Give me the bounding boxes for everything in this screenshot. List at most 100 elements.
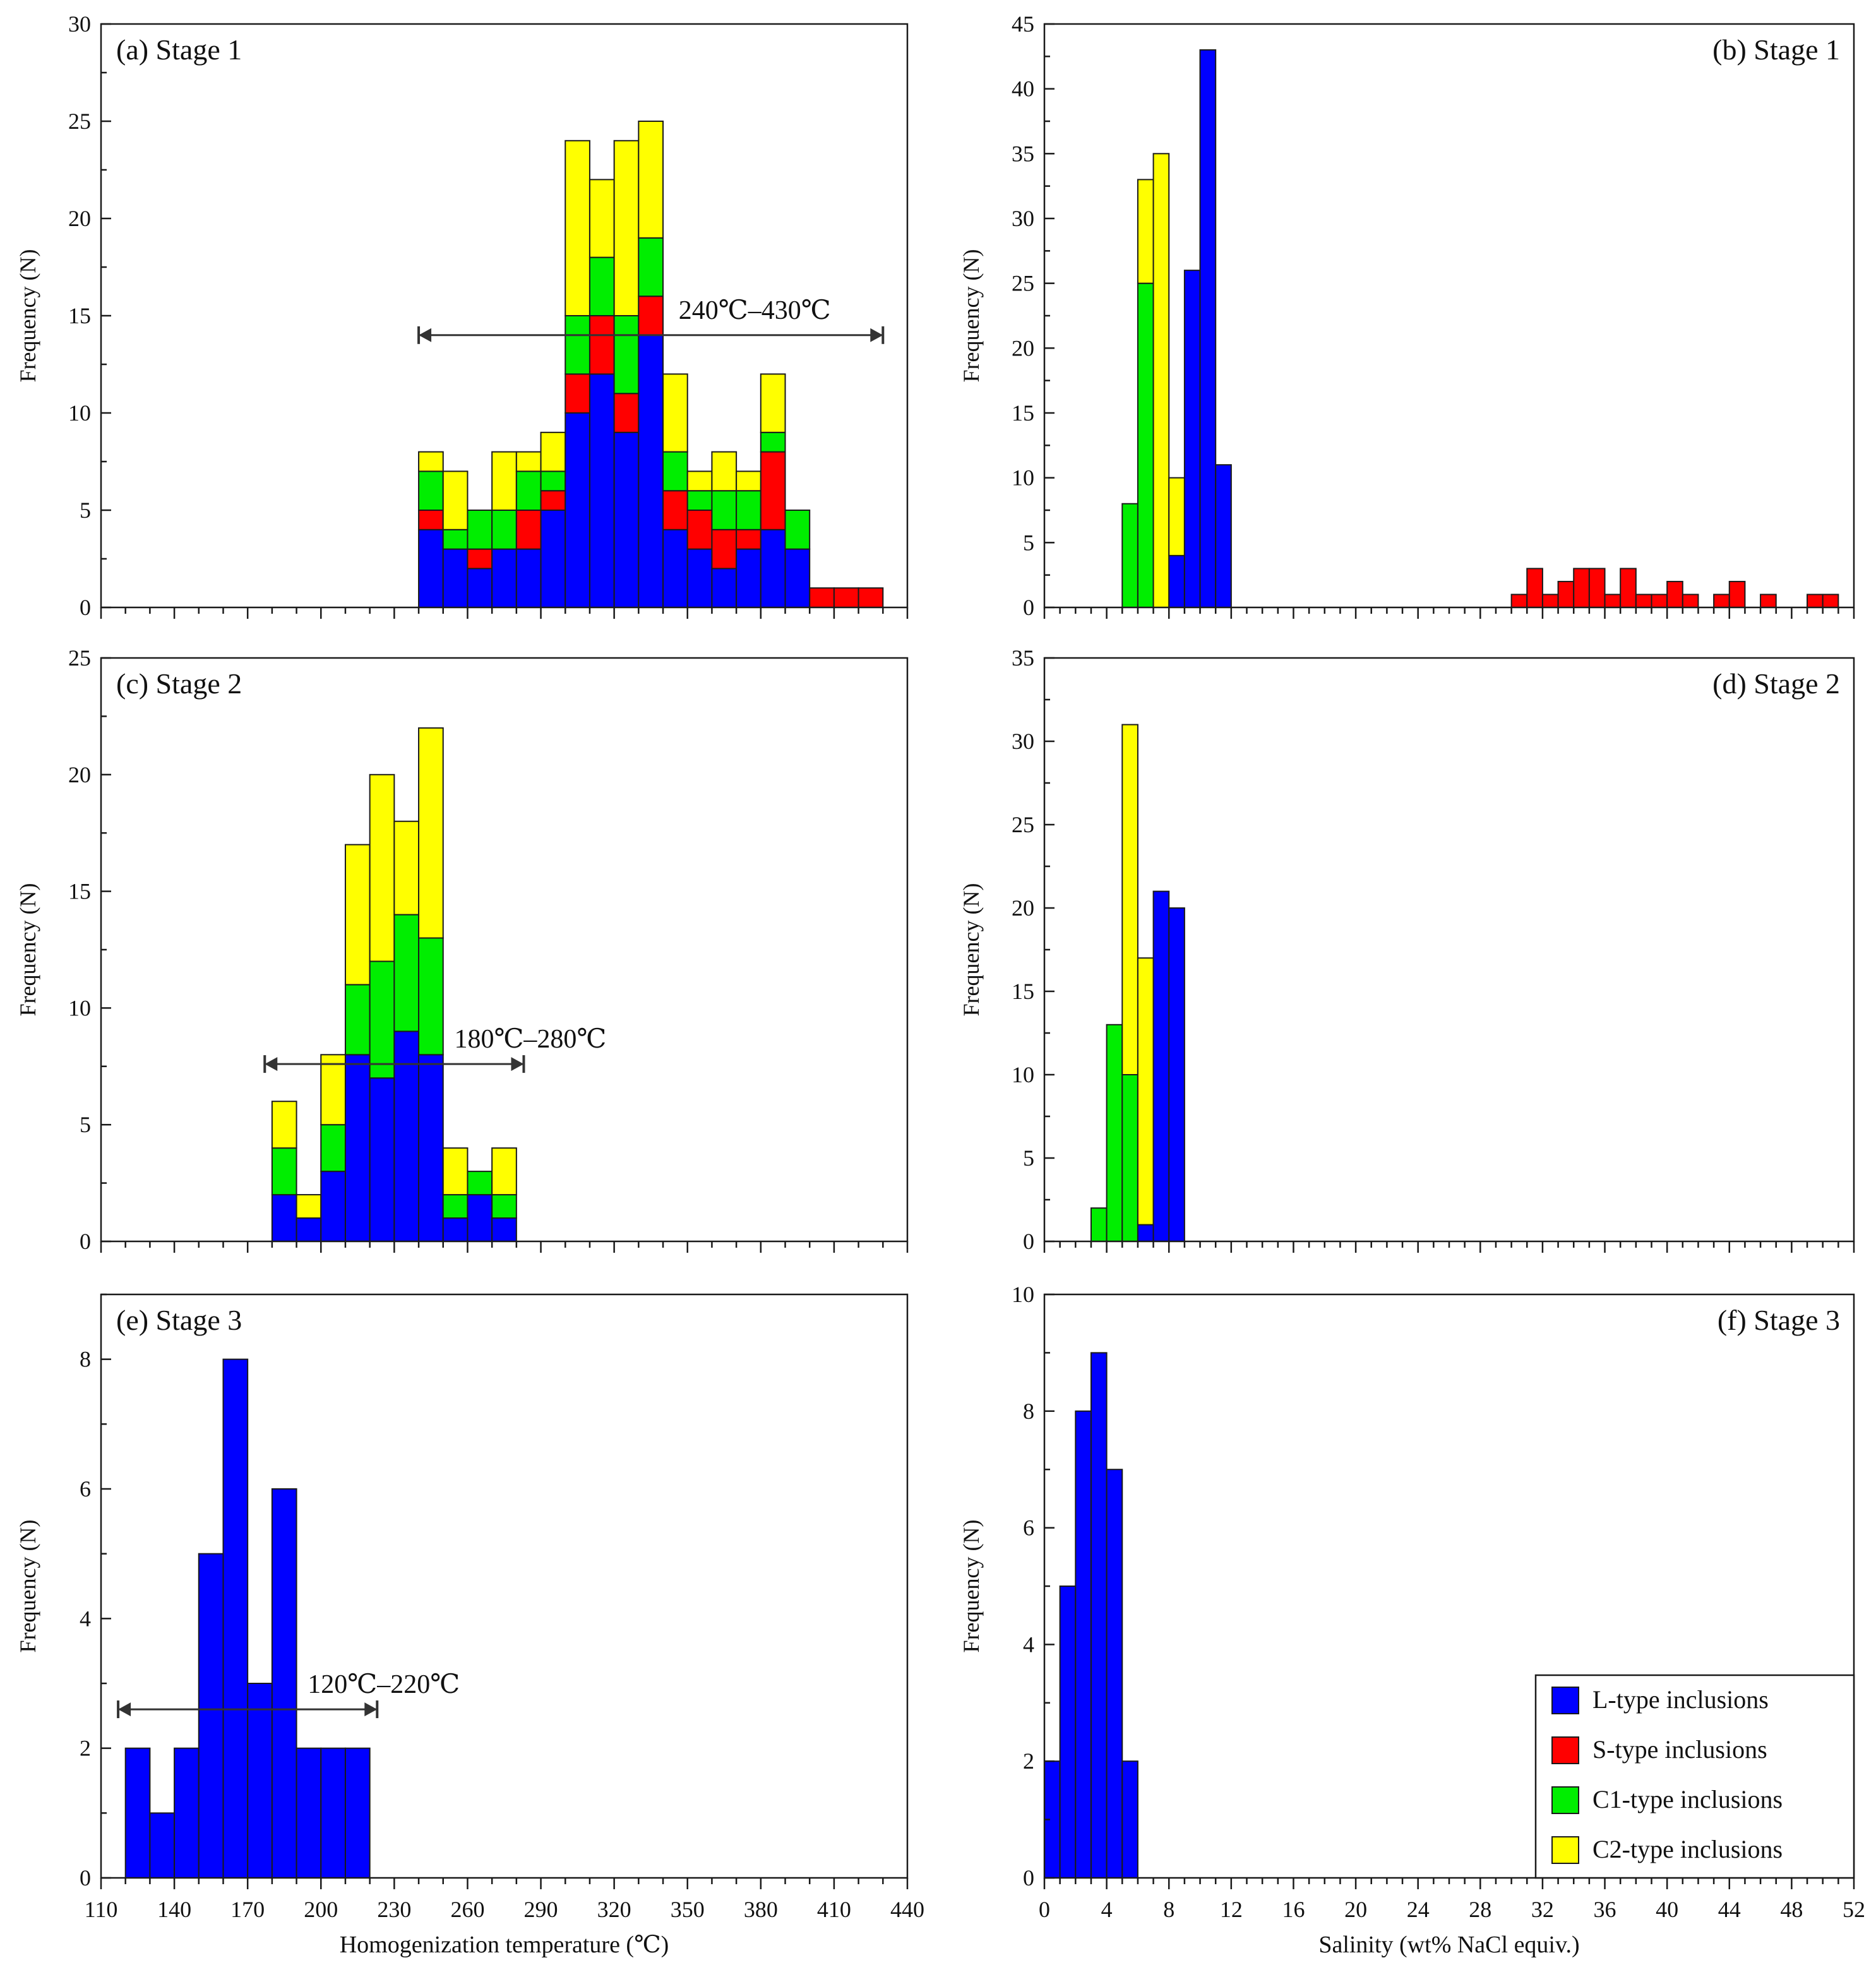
bar-b-40-S — [1666, 580, 1683, 609]
legend-swatch — [1551, 1687, 1579, 1714]
x-tick-label: 44 — [1718, 1897, 1741, 1922]
y-tick-label: 40 — [1012, 76, 1034, 102]
x-tick-label: 20 — [1344, 1897, 1367, 1922]
y-tick-label: 0 — [1023, 1229, 1034, 1254]
legend-label: L-type inclusions — [1592, 1685, 1769, 1714]
legend-label: C1-type inclusions — [1592, 1785, 1783, 1813]
bar-f-3-L — [1090, 1352, 1108, 1878]
legend-item: L-type inclusions — [1551, 1685, 1769, 1714]
arrow-left-icon — [118, 1702, 131, 1717]
panel-label: (f) Stage 3 — [1718, 1304, 1840, 1336]
bar-a-400-S — [809, 587, 835, 609]
y-tick-label: 10 — [1012, 465, 1034, 491]
y-tick-label: 4 — [1023, 1632, 1034, 1657]
panel-label: (d) Stage 2 — [1712, 667, 1840, 700]
bar-c-270-C2 — [491, 1147, 517, 1196]
y-tick-label: 0 — [80, 1865, 91, 1890]
bar-a-360-C2 — [711, 451, 738, 492]
bar-e-210-L — [344, 1747, 371, 1879]
arrow-left-icon — [265, 1057, 278, 1072]
bar-e-140-L — [174, 1747, 200, 1879]
arrow-right-icon — [870, 328, 883, 342]
bar-c-260-L — [467, 1194, 493, 1242]
bar-b-44-S — [1728, 580, 1746, 609]
bar-a-260-C1 — [467, 510, 493, 550]
bar-c-180-L — [271, 1194, 297, 1242]
bar-a-310-C1 — [588, 256, 615, 317]
bar-d-5-C2 — [1121, 724, 1138, 1075]
x-tick-label: 440 — [890, 1897, 924, 1922]
bar-c-200-C2 — [320, 1054, 346, 1126]
y-tick-label: 35 — [1012, 141, 1034, 166]
bar-a-270-C1 — [491, 510, 517, 550]
y-tick-label: 8 — [1023, 1399, 1034, 1424]
bar-a-310-S — [588, 315, 615, 375]
bar-a-250-C2 — [442, 470, 469, 530]
bar-a-270-L — [491, 548, 517, 608]
bar-f-2-L — [1075, 1410, 1092, 1879]
bar-a-360-L — [711, 568, 738, 609]
y-tick-label: 45 — [1012, 11, 1034, 37]
bar-a-280-C2 — [515, 451, 542, 472]
range-annotation: 240℃–430℃ — [417, 296, 885, 344]
bar-a-320-C1 — [613, 315, 640, 395]
legend-item: C2-type inclusions — [1551, 1835, 1783, 1864]
y-tick-label: 25 — [1012, 812, 1034, 837]
x-tick-label: 230 — [377, 1897, 411, 1922]
bar-a-240-S — [418, 510, 444, 530]
bar-e-200-L — [320, 1747, 346, 1879]
range-annotation-label: 180℃–280℃ — [454, 1025, 606, 1054]
legend-swatch — [1551, 1836, 1579, 1864]
x-tick-label: 36 — [1594, 1897, 1616, 1922]
y-tick-label: 30 — [1012, 729, 1034, 754]
bar-e-150-L — [198, 1553, 224, 1879]
x-tick-label: 140 — [157, 1897, 191, 1922]
bar-c-210-C2 — [344, 844, 371, 986]
x-tick-label: 40 — [1656, 1897, 1678, 1922]
bar-a-410-S — [833, 587, 859, 609]
y-tick-label: 25 — [68, 109, 91, 134]
bar-c-220-C2 — [369, 773, 395, 962]
y-tick-label: 0 — [1023, 1865, 1034, 1890]
bar-a-380-L — [760, 529, 786, 608]
y-tick-label: 30 — [1012, 206, 1034, 231]
bar-b-39-S — [1651, 594, 1668, 609]
bar-a-240-L — [418, 529, 444, 608]
x-tick-label: 48 — [1780, 1897, 1803, 1922]
bar-b-49-S — [1807, 594, 1824, 609]
arrow-right-icon — [364, 1702, 378, 1717]
bar-c-180-C1 — [271, 1147, 297, 1196]
panel-c: 0 5 10 15 20 25 Frequency (N) (c) Stage 2 180℃–2… — [15, 645, 909, 1254]
y-axis-label: Frequency (N) — [15, 1520, 40, 1653]
x-tick-label: 320 — [597, 1897, 631, 1922]
x-tick-label: 290 — [524, 1897, 558, 1922]
y-tick-label: 2 — [80, 1736, 91, 1761]
bar-a-300-S — [565, 373, 590, 414]
bar-a-240-C1 — [418, 470, 444, 511]
bar-b-7-C2 — [1152, 153, 1170, 609]
y-axis-label: Frequency (N) — [959, 249, 984, 383]
y-tick-label: 10 — [1012, 1282, 1034, 1307]
bar-b-30-S — [1510, 594, 1528, 609]
bar-a-300-C2 — [565, 140, 590, 317]
y-tick-label: 15 — [1012, 979, 1034, 1004]
bar-b-11-L — [1215, 464, 1232, 609]
y-tick-label: 15 — [1012, 400, 1034, 426]
y-tick-label: 10 — [68, 400, 91, 426]
bar-a-290-C2 — [540, 431, 566, 472]
bar-c-230-C1 — [393, 914, 420, 1032]
bar-c-270-C1 — [491, 1194, 517, 1219]
bar-c-250-C1 — [442, 1194, 469, 1219]
bar-a-320-S — [613, 393, 640, 433]
arrow-right-icon — [511, 1057, 524, 1072]
y-tick-label: 6 — [80, 1476, 91, 1502]
y-tick-label: 0 — [1023, 595, 1034, 620]
x-tick-label: 52 — [1843, 1897, 1865, 1922]
legend-item: C1-type inclusions — [1551, 1785, 1783, 1814]
legend-swatch — [1551, 1786, 1579, 1814]
bar-b-33-S — [1557, 580, 1575, 609]
bar-a-320-C2 — [613, 140, 640, 317]
bar-b-10-L — [1199, 49, 1217, 609]
bar-a-280-C1 — [515, 470, 542, 511]
